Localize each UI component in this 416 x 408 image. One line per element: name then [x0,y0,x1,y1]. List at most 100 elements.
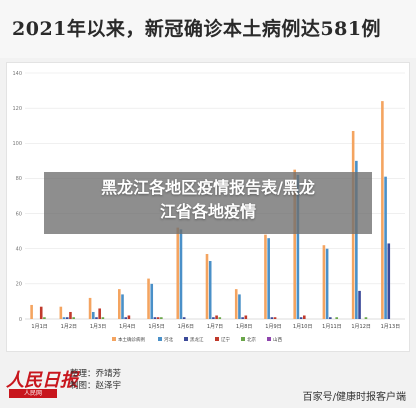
bar [293,169,296,319]
x-tick-label: 1月2日 [61,324,77,330]
bar [387,243,391,319]
bar [30,304,33,319]
logo-subtext: 人民网 [9,389,57,398]
legend-label: 黑龙江 [190,336,204,343]
x-tick-label: 1月6日 [178,324,194,330]
bar [150,283,154,319]
x-tick-label: 1月3日 [90,324,106,330]
legend-label: 本土确诊病例 [118,336,145,343]
legend-label: 辽宁 [221,336,230,343]
y-tick-label: 0 [19,317,22,323]
bar [302,315,306,319]
bar [179,229,183,319]
bar [205,253,209,319]
bar [384,176,387,319]
legend-label: 北京 [247,336,256,343]
bar [208,261,212,319]
bar [296,174,300,319]
bar [62,317,66,319]
x-tick-label: 1月11日 [322,324,342,330]
bar [43,317,46,319]
legend-label: 河北 [164,336,173,343]
y-tick-label: 120 [12,106,22,112]
bar [267,238,270,319]
bar [244,315,248,319]
bar [335,317,339,319]
credits: 整理：乔靖芳 制图：赵泽宇 [70,368,121,392]
editor-credit: 整理：乔靖芳 [70,369,122,379]
caption-text: 黑龙江各地区疫情报告表/黑龙 江省各地疫情 [44,176,372,224]
bar [176,227,180,319]
bar [270,317,274,319]
footer: 人民日报 人民网 整理：乔靖芳 制图：赵泽宇 百家号/健康时报客户端 [0,356,416,408]
bar [322,245,326,319]
bar-chart: 0 20 40 60 80 100 120 140 1月1日 1月2日 1月3日 1月4日 1月5日 1月… [12,71,405,343]
source-credit: 百家号/健康时报客户端 [302,392,406,403]
header: 2021年以来，新冠确诊本土病例达581例 [0,0,416,58]
bar [121,294,124,319]
y-tick-label: 40 [16,247,22,253]
x-tick-label: 1月10日 [293,324,313,330]
x-tick-label: 1月5日 [148,324,164,330]
bar [39,306,43,319]
bar [329,317,332,319]
bar [264,234,267,319]
legend-label: 山西 [273,336,282,343]
bar [95,317,98,319]
bar [273,317,277,319]
bar [147,278,150,319]
legend-swatch [112,337,116,341]
caption-line-1: 黑龙江各地区疫情报告表/黑龙 [101,178,315,197]
legend-swatch [158,337,162,341]
bar [153,317,157,319]
bar [215,315,218,319]
x-tick-label: 1月8日 [236,324,252,330]
bar [59,306,63,319]
y-tick-label: 80 [16,176,22,182]
bar [98,308,101,319]
x-tick-label: 1月12日 [351,324,371,330]
x-tick-label: 1月13日 [381,324,401,330]
bar [238,294,241,319]
bar [212,317,215,319]
bar [234,289,238,319]
x-tick-label: 1月7日 [207,324,223,330]
legend-swatch [267,337,271,341]
caption-line-2: 江省各地疫情 [159,202,256,221]
legend-swatch [215,337,219,341]
bar [124,317,128,319]
bar [218,317,222,319]
designer-credit: 制图：赵泽宇 [70,381,122,391]
y-tick-label: 60 [16,211,22,217]
y-tick-label: 100 [12,141,22,147]
bar [364,317,368,319]
bar [127,315,131,319]
x-tick-label: 1月1日 [31,324,47,330]
bar [101,317,105,319]
bar [182,317,186,319]
x-tick-label: 1月9日 [265,324,281,330]
y-tick-label: 20 [16,282,22,288]
bar [156,317,160,319]
bar [69,311,72,319]
caption-overlay: 黑龙江各地区疫情报告表/黑龙 江省各地疫情 [44,172,372,234]
bar [160,317,163,319]
x-tick-label: 1月4日 [119,324,135,330]
bar [299,317,303,319]
bar [65,317,69,319]
bar [91,311,95,319]
y-tick-label: 140 [12,71,22,77]
bar [72,317,75,319]
bar [358,290,361,319]
newspaper-logo: 人民日报 人民网 [6,366,78,400]
bar [241,317,244,319]
bar [118,289,121,319]
bar [88,297,92,319]
bar [381,101,384,319]
page-title: 2021年以来，新冠确诊本土病例达581例 [12,18,382,40]
bar [355,160,358,319]
bar [325,248,329,319]
logo-text: 人民日报 [6,370,78,391]
legend-swatch [241,337,245,341]
legend-swatch [184,337,188,341]
